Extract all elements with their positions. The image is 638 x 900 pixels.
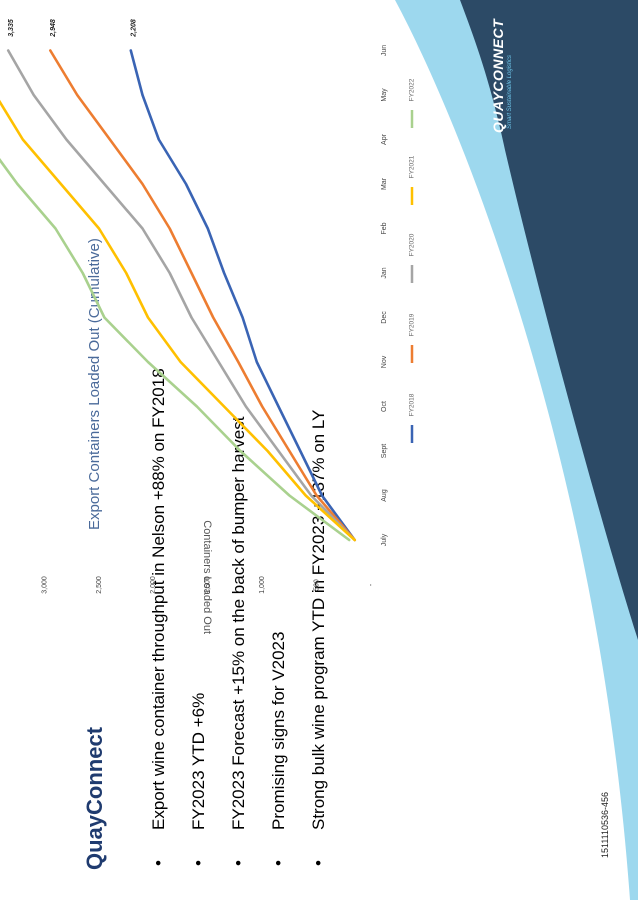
y-tick-label: 1,000: [259, 576, 266, 594]
legend-label: FY2022: [409, 78, 416, 101]
y-tick-label: 500: [313, 579, 320, 591]
x-tick-label: Jun: [381, 45, 388, 56]
y-tick-label: 1,500: [205, 576, 212, 594]
x-tick-label: Jan: [381, 267, 388, 278]
data-label-FY2018: 2,208: [131, 19, 138, 38]
y-tick-label: 2,500: [96, 576, 103, 594]
x-tick-label: Apr: [381, 133, 388, 145]
series-line-FY2020: [6, 49, 357, 542]
series-line-FY2022: [0, 158, 351, 542]
series-line-FY2019: [48, 49, 357, 542]
legend-label: FY2020: [409, 233, 416, 256]
x-tick-label: Dec: [381, 311, 388, 324]
y-tick-label: 2,000: [150, 576, 157, 594]
dark-blue-wave: [460, 0, 638, 640]
y-tick-label: 3,000: [41, 576, 48, 594]
x-tick-label: Nov: [381, 355, 388, 368]
x-tick-label: May: [381, 88, 388, 102]
data-label-FY2020: 3,335: [8, 19, 15, 37]
legend-label: FY2019: [409, 313, 416, 336]
series-line-FY2021: [0, 99, 357, 542]
x-tick-label: Sept: [381, 444, 388, 458]
legend-label: FY2018: [409, 393, 416, 416]
legend-label: FY2021: [409, 155, 416, 178]
x-tick-label: July: [381, 533, 388, 546]
x-tick-label: Oct: [381, 401, 388, 412]
y-tick-label: -: [368, 583, 375, 586]
x-tick-label: Mar: [381, 177, 388, 190]
series-line-FY2018: [129, 49, 357, 542]
data-label-FY2019: 2,948: [50, 19, 57, 38]
x-tick-label: Feb: [381, 222, 388, 234]
x-tick-label: Aug: [381, 489, 388, 502]
